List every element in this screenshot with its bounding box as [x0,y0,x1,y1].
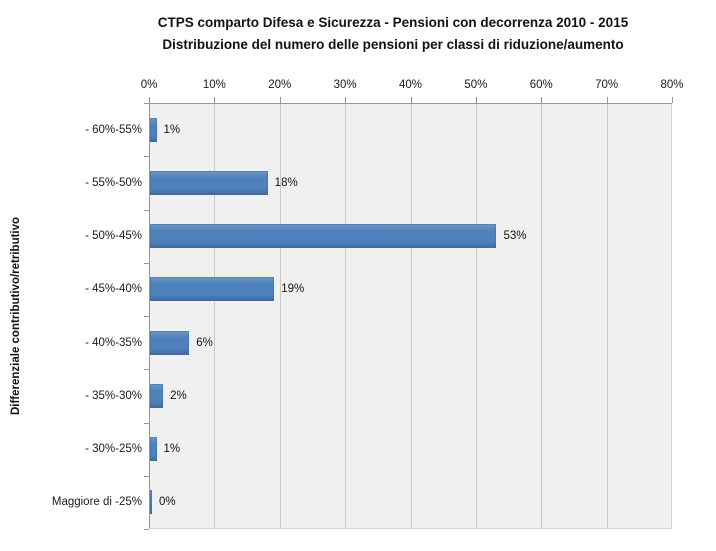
gridline-60% [541,104,543,528]
gridline-70% [606,104,608,528]
category-label: - 45%-40% [85,283,142,296]
y-axis-tick-0 [144,103,149,104]
y-axis-title: Differenziale contributivo/retributivo [10,216,22,416]
value-label: 2% [170,389,187,402]
x-axis-label-50%: 50% [464,79,488,91]
chart-title-line1: CTPS comparto Difesa e Sicurezza - Pensi… [157,15,629,30]
x-axis-tick-20% [279,97,281,103]
x-axis-tick-30% [345,97,347,103]
x-axis-label-70%: 70% [595,79,619,91]
category-label: - 55%-50% [85,176,142,189]
x-axis-label-60%: 60% [529,79,553,91]
chart-title: CTPS comparto Difesa e Sicurezza - Pensi… [83,12,703,57]
category-label: - 30%-25% [85,443,142,456]
value-label: 1% [163,443,181,456]
y-axis-tick-4 [144,316,149,317]
y-axis-tick-3 [144,263,149,264]
y-axis-tick-5 [144,369,149,370]
gridline-30% [345,104,347,528]
plot-area [149,103,672,529]
value-label: 1% [163,123,181,136]
category-label: - 60%-55% [85,123,142,136]
gridline-20% [279,104,281,528]
gridline-40% [410,104,412,528]
value-label: 18% [274,176,298,189]
x-axis-tick-60% [541,97,543,103]
gridline-50% [475,104,477,528]
category-label: - 40%-35% [85,336,142,349]
category-label: - 35%-30% [85,389,142,402]
bar---45%-40% [150,277,275,302]
value-label: 53% [503,230,527,243]
x-axis-tick-10% [214,97,216,103]
x-axis-label-30%: 30% [333,79,357,91]
x-axis-label-20%: 20% [268,79,292,91]
x-axis-label-0%: 0% [140,79,158,91]
y-axis-tick-7 [144,476,149,477]
bar-Maggiore-di--25% [150,490,152,515]
x-axis-tick-0% [149,97,150,103]
category-label: Maggiore di -25% [51,496,142,509]
y-axis-tick-8 [144,529,149,530]
value-label: 6% [196,336,213,349]
x-axis-tick-50% [475,97,477,103]
value-label: 0% [159,496,176,509]
category-label: - 50%-45% [85,230,142,243]
x-axis-label-80%: 80% [660,79,684,91]
gridline-10% [214,104,216,528]
x-axis-tick-80% [672,97,673,103]
x-axis-label-40%: 40% [398,79,423,91]
x-axis-tick-40% [410,97,412,103]
bar---55%-50% [150,170,268,195]
y-axis-tick-6 [144,423,149,424]
chart-title-line2: Distribuzione del numero delle pensioni … [162,37,624,53]
value-label: 19% [281,283,305,296]
bar---40%-35% [150,330,190,355]
y-axis-tick-1 [144,156,149,157]
bar---35%-30% [150,383,164,408]
bar---50%-45% [150,224,497,249]
bar---30%-25% [150,437,157,462]
bar---60%-55% [150,117,157,142]
y-axis-tick-2 [144,210,149,211]
x-axis-tick-70% [606,97,608,103]
x-axis-label-10%: 10% [202,79,226,91]
